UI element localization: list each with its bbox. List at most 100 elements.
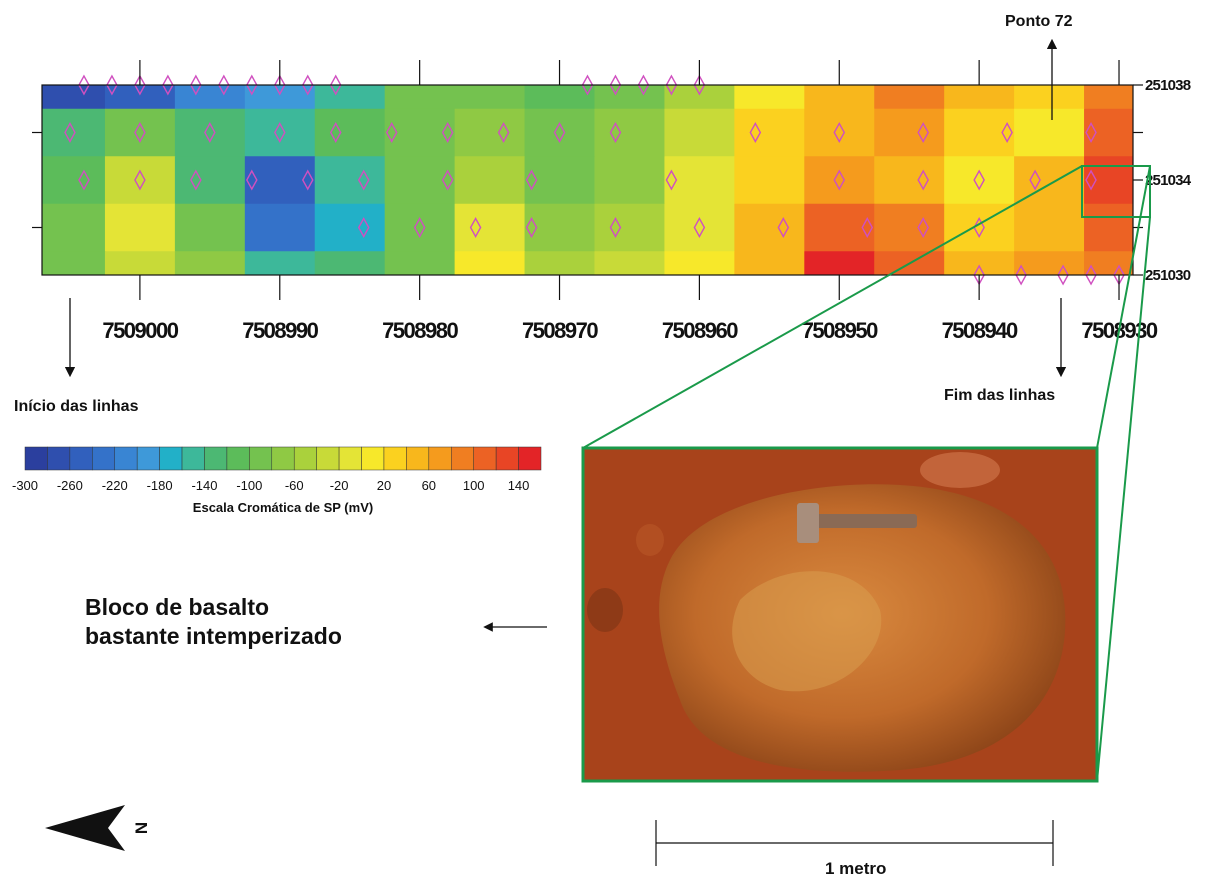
colorbar-tick-label: 100 [463,478,485,493]
y-tick-label: 251030 [1145,267,1191,284]
contour-cell [1084,109,1154,157]
colorbar-swatch [294,447,316,470]
contour-cell [1014,156,1084,204]
y-tick-label: 251038 [1145,77,1191,94]
colorbar-swatch [115,447,137,470]
colorbar-tick-label: -260 [57,478,83,493]
contour-cell [874,204,944,252]
colorbar-swatch [406,447,428,470]
colorbar-swatch [25,447,47,470]
colorbar-tick-label: -180 [147,478,173,493]
contour-cell [1014,204,1084,252]
colorbar-swatch [182,447,204,470]
colorbar-swatch [519,447,541,470]
contour-cell [1084,204,1154,252]
colorbar-tick-label: 140 [508,478,530,493]
contour-cell [245,156,315,204]
colorbar-tick-label: 60 [422,478,436,493]
contour-cell [315,204,385,252]
photo [583,448,1097,781]
annotation: Fim das linhas [944,387,1055,404]
contour-cell [525,156,595,204]
contour-cell [105,109,175,157]
colorbar-swatch [160,447,182,470]
colorbar-swatch [362,447,384,470]
contour-cell [35,204,105,252]
contour-cell [385,109,455,157]
x-tick-label: 7508940 [942,318,1018,343]
contour-cell [804,109,874,157]
colorbar-swatch [317,447,339,470]
colorbar-tick-label: -300 [12,478,38,493]
x-tick-label: 7508950 [802,318,878,343]
x-tick-label: 7509000 [102,318,178,343]
contour-cell [315,109,385,157]
colorbar-swatch [496,447,518,470]
colorbar-tick-label: -60 [285,478,304,493]
contour-cell [804,156,874,204]
colorbar-tick-label: 20 [377,478,391,493]
contour-cell [525,204,595,252]
contour-cell [594,109,664,157]
contour-cell [734,204,804,252]
colorbar-tick-label: -140 [191,478,217,493]
contour-cell [1014,109,1084,157]
colorbar-swatch [249,447,271,470]
contour-cell [105,156,175,204]
colorbar-swatch [227,447,249,470]
contour-cell [525,109,595,157]
north-arrow: N [45,805,151,851]
scale-label: 1 metro [825,859,886,878]
contour-cell [245,204,315,252]
contour-cell [734,156,804,204]
colorbar-swatch [204,447,226,470]
contour-cell [455,109,525,157]
colorbar-swatch [92,447,114,470]
colorbar-tick-label: -100 [236,478,262,493]
contour-cell [385,156,455,204]
contour-cell [455,156,525,204]
annotation: Ponto 72 [1005,13,1073,30]
colorbar-swatch [339,447,361,470]
annotation: Bloco de basalto [85,594,269,620]
contour-map [35,61,1154,299]
annotation: Início das linhas [14,398,139,415]
contour-cell [35,156,105,204]
contour-cell [175,109,245,157]
colorbar-swatch [474,447,496,470]
north-label: N [132,822,151,834]
figure: 7509000 7508990 7508980 7508970 7508960 75089… [0,0,1218,879]
contour-cell [594,156,664,204]
colorbar-label: Escala Cromática de SP (mV) [193,500,373,515]
x-tick-label: 7508960 [662,318,738,343]
contour-cell [664,156,734,204]
x-tick-label: 7508990 [242,318,318,343]
colorbar-swatch [47,447,69,470]
colorbar-swatch [451,447,473,470]
contour-cell [944,109,1014,157]
contour-cell [245,109,315,157]
contour-cell [35,109,105,157]
contour-cell [804,204,874,252]
colorbar-swatch [137,447,159,470]
contour-cell [874,156,944,204]
contour-cell [874,109,944,157]
x-tick-label: 7508980 [382,318,458,343]
contour-cell [385,204,455,252]
contour-cell [664,204,734,252]
colorbar-swatch [272,447,294,470]
colorbar-swatch [384,447,406,470]
contour-cell [734,109,804,157]
contour-cell [175,156,245,204]
contour-cell [175,204,245,252]
x-tick-label: 7508970 [522,318,598,343]
contour-cell [315,156,385,204]
contour-cell [664,109,734,157]
contour-cell [455,204,525,252]
contour-cell [594,204,664,252]
colorbar-tick-label: -220 [102,478,128,493]
annotation: bastante intemperizado [85,623,342,649]
contour-cell [105,204,175,252]
colorbar-tick-label: -20 [330,478,349,493]
colorbar: -300 -260 -220 -180 -140 -100 -60 -20 20 60 100 140 [12,447,541,493]
